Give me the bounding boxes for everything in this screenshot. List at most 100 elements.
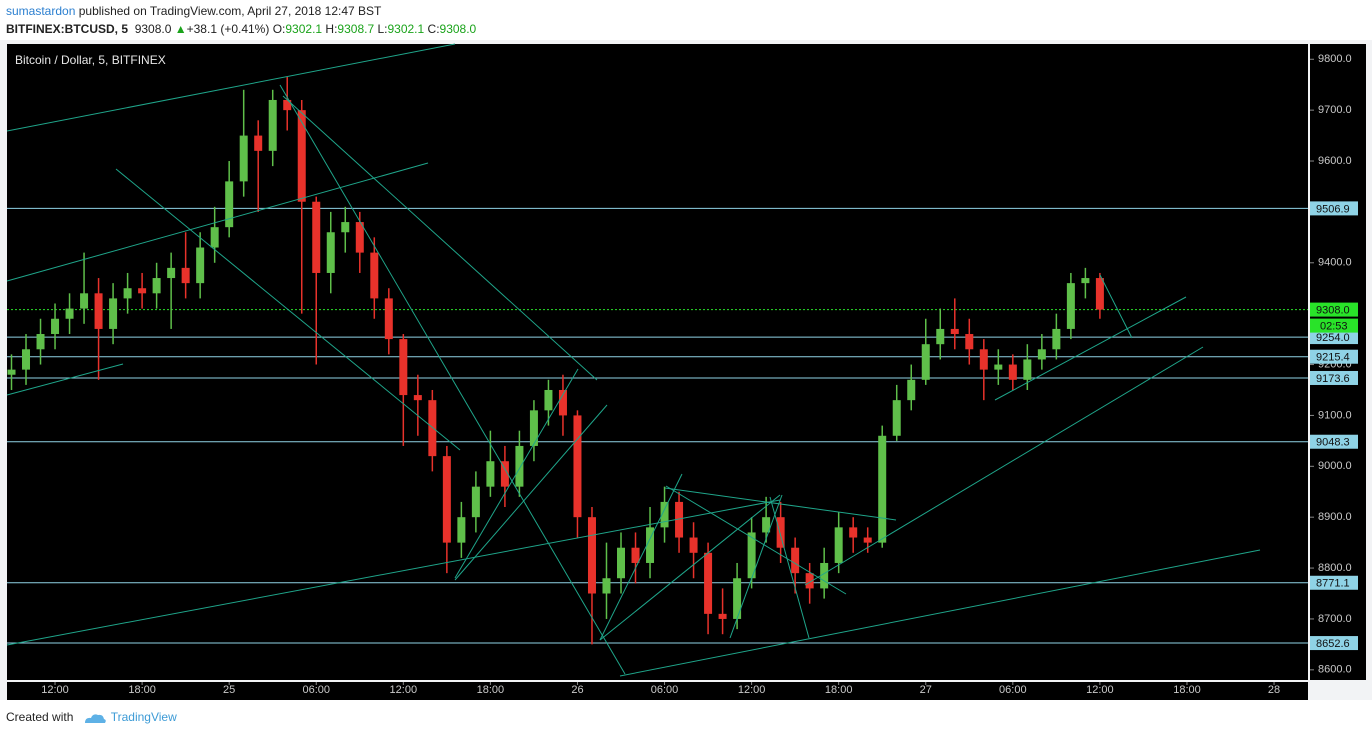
candle-body [849,527,858,538]
candle-body [22,349,31,370]
candle-body [312,201,321,273]
x-tick-label: 06:00 [302,684,330,696]
created: Created with [6,710,74,724]
level-tag [1310,575,1358,590]
candle-body [573,415,582,518]
candle-body [471,486,480,518]
candle-body [529,410,538,446]
candle-body [1052,328,1061,350]
x-tick-label: 18:00 [128,684,156,696]
candle-body [718,613,727,619]
candle-body [457,517,466,543]
header-line1: sumastardon published on TradingView.com… [6,4,381,18]
candle-body [36,334,45,350]
arrow: ▲ [174,22,187,36]
candle-body [834,527,843,563]
candle-body [297,110,306,202]
candle-body [486,461,495,487]
candle-body [675,501,684,538]
candle-body [921,344,930,380]
candle-body [138,288,147,294]
change: +38.1 (+0.41%) [186,22,270,36]
candle-body [210,227,219,248]
y-tick-label: 9400.0 [1318,257,1352,269]
y-tick-label: 8900.0 [1318,511,1352,523]
price: 9308.0 [134,22,172,36]
x-tick-label: 18:00 [1173,684,1201,696]
candle-body [355,222,364,253]
y-tick-label: 8700.0 [1318,613,1352,625]
h: 9308.7 [337,22,375,36]
candle-body [979,349,988,370]
x-tick-label: 18:00 [825,684,853,696]
level-tag [1310,349,1358,364]
level-label: 9215.4 [1316,352,1350,364]
candle-body [51,318,60,335]
h-label: H: [325,22,338,36]
o-label: O: [272,22,286,36]
l: 9302.1 [387,22,425,36]
chart: 8600.08700.08800.08900.09000.09100.09200… [0,40,1372,700]
candle-body [123,288,132,299]
candle-body [863,537,872,543]
x-tick-label: 12:00 [41,684,69,696]
level-label: 9254.0 [1316,332,1350,344]
candle-body [776,517,785,548]
y-tick-label: 8800.0 [1318,562,1352,574]
candle-body [442,456,451,543]
x-tick-label: 06:00 [651,684,679,696]
y-tick-label: 9000.0 [1318,460,1352,472]
level-tag [1310,434,1358,449]
candle-body [225,181,234,228]
candle-body [428,400,437,457]
x-tick-label: 27 [920,684,932,696]
candle-body [1037,349,1046,360]
x-tick-label: 18:00 [477,684,505,696]
candle-body [254,135,263,151]
candle-body [80,293,89,309]
level-label: 8652.6 [1316,638,1350,650]
current-price-label: 9308.0 [1316,304,1350,316]
candle-body [936,328,945,345]
candle-body [587,517,596,594]
candle-body [791,547,800,574]
candle-body [660,501,669,528]
symbol: BITFINEX:BTCUSD, 5 [6,22,129,36]
c: 9308.0 [439,22,477,36]
user[interactable]: sumastardon [6,4,76,18]
x-tick-label: 06:00 [999,684,1027,696]
candle-body [239,135,248,182]
o: 9302.1 [285,22,323,36]
x-tick-label: 12:00 [738,684,766,696]
candle-body [196,247,205,284]
candle-body [689,537,698,553]
logo [84,714,106,723]
candle-body [646,527,655,563]
y-tick-label: 9600.0 [1318,155,1352,167]
candle-body [167,267,176,279]
level-tag [1310,201,1358,216]
candle-body [283,99,292,111]
candle-body [762,517,771,533]
x-tick-label: 26 [571,684,583,696]
candle-body [892,400,901,436]
candle-body [878,435,887,543]
candle-body [544,389,553,411]
trend-lines [6,43,1261,677]
candle-body [994,364,1003,370]
countdown-label: 02:53 [1320,320,1348,332]
published: published on TradingView.com, April 27, … [78,4,382,18]
candle-body [1081,278,1090,284]
x-tick-label: 12:00 [390,684,418,696]
current-price-tag [1310,302,1358,317]
candle-body [1008,364,1017,380]
brand[interactable]: TradingView [110,710,177,724]
candle-body [268,99,277,151]
x-tick-label: 28 [1268,684,1280,696]
candle-body [805,573,814,589]
plot-area [7,44,1308,680]
level-label: 9506.9 [1316,203,1350,215]
level-label: 9173.6 [1316,373,1350,385]
level-tag [1310,330,1358,345]
candle-body [384,298,393,340]
